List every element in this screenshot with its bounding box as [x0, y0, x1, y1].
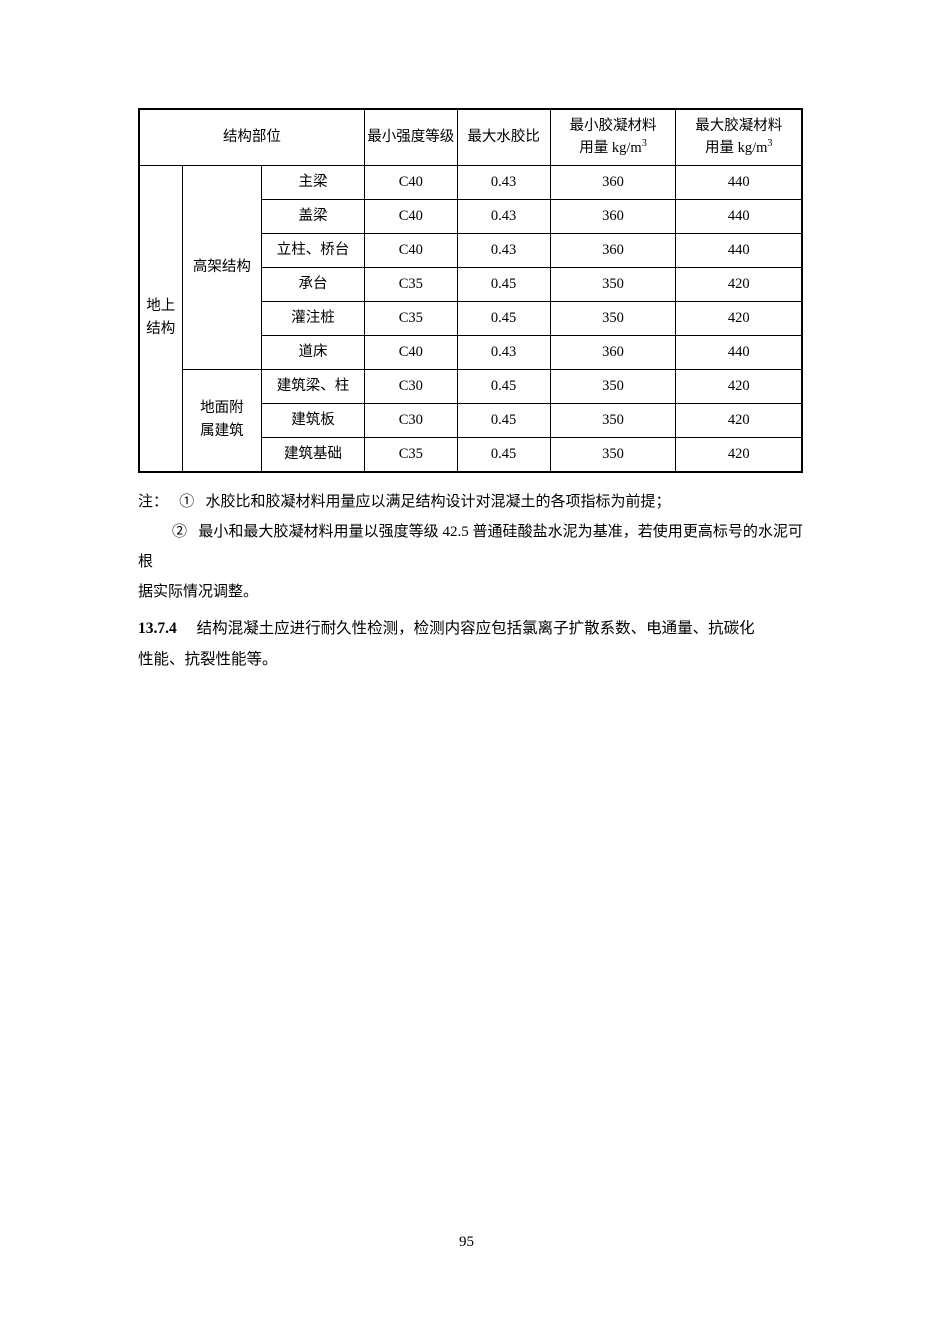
cell-min: 350 — [550, 369, 676, 403]
cell-component: 盖梁 — [262, 199, 365, 233]
table-row: 地面附 属建筑 建筑梁、柱 C30 0.45 350 420 — [139, 369, 802, 403]
cell-strength: C40 — [364, 165, 457, 199]
cell-min: 350 — [550, 267, 676, 301]
header-min-cement: 最小胶凝材料 用量 kg/m3 — [550, 109, 676, 165]
cell-max: 420 — [676, 403, 802, 437]
cell-max: 420 — [676, 437, 802, 472]
note-text-1: 水胶比和胶凝材料用量应以满足结构设计对混凝土的各项指标为前提； — [206, 494, 671, 510]
cell-ratio: 0.43 — [457, 335, 550, 369]
cell-component: 灌注桩 — [262, 301, 365, 335]
note-label: 注： — [138, 494, 168, 510]
section-number: 13.7.4 — [138, 620, 177, 637]
cell-strength: C30 — [364, 369, 457, 403]
cell-max: 420 — [676, 301, 802, 335]
header-min-strength: 最小强度等级 — [364, 109, 457, 165]
cell-min: 360 — [550, 165, 676, 199]
cell-min: 360 — [550, 335, 676, 369]
note-text-2a: 最小和最大胶凝材料用量以强度等级 42.5 普通硅酸盐水泥为基准，若使用更高标号… — [138, 524, 803, 570]
cell-strength: C40 — [364, 199, 457, 233]
cell-ratio: 0.43 — [457, 165, 550, 199]
section-13-7-4: 13.7.4 结构混凝土应进行耐久性检测，检测内容应包括氯离子扩散系数、电通量、… — [138, 613, 803, 675]
cell-ratio: 0.45 — [457, 403, 550, 437]
cell-component: 道床 — [262, 335, 365, 369]
cell-ratio: 0.43 — [457, 199, 550, 233]
cell-min: 350 — [550, 437, 676, 472]
section-text-line1: 结构混凝土应进行耐久性检测，检测内容应包括氯离子扩散系数、电通量、抗碳化 — [197, 620, 755, 637]
table-row: 地上 结构 高架结构 主梁 C40 0.43 360 440 — [139, 165, 802, 199]
header-max-ratio: 最大水胶比 — [457, 109, 550, 165]
cell-max: 440 — [676, 233, 802, 267]
cell-ratio: 0.45 — [457, 437, 550, 472]
subgroup-ground-building: 地面附 属建筑 — [182, 369, 262, 472]
cell-max: 440 — [676, 199, 802, 233]
cell-component: 建筑板 — [262, 403, 365, 437]
section-text-line2: 性能、抗裂性能等。 — [138, 651, 278, 668]
cell-component: 主梁 — [262, 165, 365, 199]
cell-strength: C35 — [364, 267, 457, 301]
cell-max: 420 — [676, 369, 802, 403]
cell-min: 360 — [550, 233, 676, 267]
cell-component: 建筑基础 — [262, 437, 365, 472]
cell-min: 360 — [550, 199, 676, 233]
cell-min: 350 — [550, 301, 676, 335]
note-mark-1: ① — [179, 494, 194, 510]
page-number: 95 — [0, 1234, 933, 1251]
cell-ratio: 0.45 — [457, 301, 550, 335]
subgroup-elevated: 高架结构 — [182, 165, 262, 369]
cell-component: 建筑梁、柱 — [262, 369, 365, 403]
cell-max: 440 — [676, 165, 802, 199]
cell-component: 立柱、桥台 — [262, 233, 365, 267]
header-structure-part: 结构部位 — [139, 109, 364, 165]
cell-strength: C40 — [364, 335, 457, 369]
cell-min: 350 — [550, 403, 676, 437]
header-max-cement: 最大胶凝材料 用量 kg/m3 — [676, 109, 802, 165]
cell-ratio: 0.45 — [457, 267, 550, 301]
note-text-2b: 据实际情况调整。 — [138, 584, 258, 600]
cell-strength: C35 — [364, 437, 457, 472]
rowgroup-above-ground: 地上 结构 — [139, 165, 182, 472]
cell-ratio: 0.43 — [457, 233, 550, 267]
concrete-spec-table: 结构部位 最小强度等级 最大水胶比 最小胶凝材料 用量 kg/m3 最大胶凝材料… — [138, 108, 803, 473]
cell-strength: C35 — [364, 301, 457, 335]
cell-strength: C30 — [364, 403, 457, 437]
table-notes: 注： ① 水胶比和胶凝材料用量应以满足结构设计对混凝土的各项指标为前提； ② 最… — [138, 487, 803, 607]
cell-max: 420 — [676, 267, 802, 301]
cell-max: 440 — [676, 335, 802, 369]
cell-ratio: 0.45 — [457, 369, 550, 403]
table-header-row: 结构部位 最小强度等级 最大水胶比 最小胶凝材料 用量 kg/m3 最大胶凝材料… — [139, 109, 802, 165]
cell-component: 承台 — [262, 267, 365, 301]
note-mark-2: ② — [172, 524, 187, 540]
cell-strength: C40 — [364, 233, 457, 267]
